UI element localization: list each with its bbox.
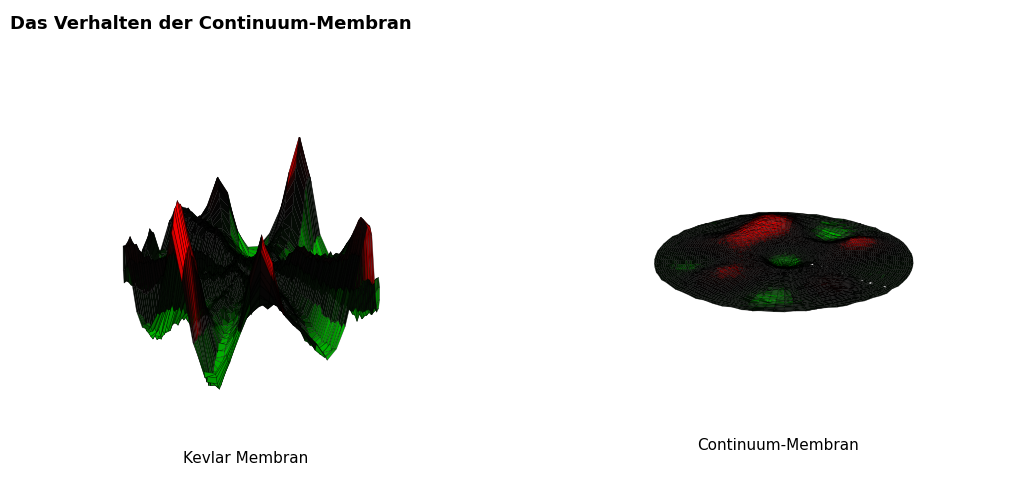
- Text: Das Verhalten der Continuum-Membran: Das Verhalten der Continuum-Membran: [10, 15, 412, 32]
- Text: Kevlar Membran: Kevlar Membran: [183, 451, 308, 466]
- Text: Continuum-Membran: Continuum-Membran: [697, 437, 859, 452]
